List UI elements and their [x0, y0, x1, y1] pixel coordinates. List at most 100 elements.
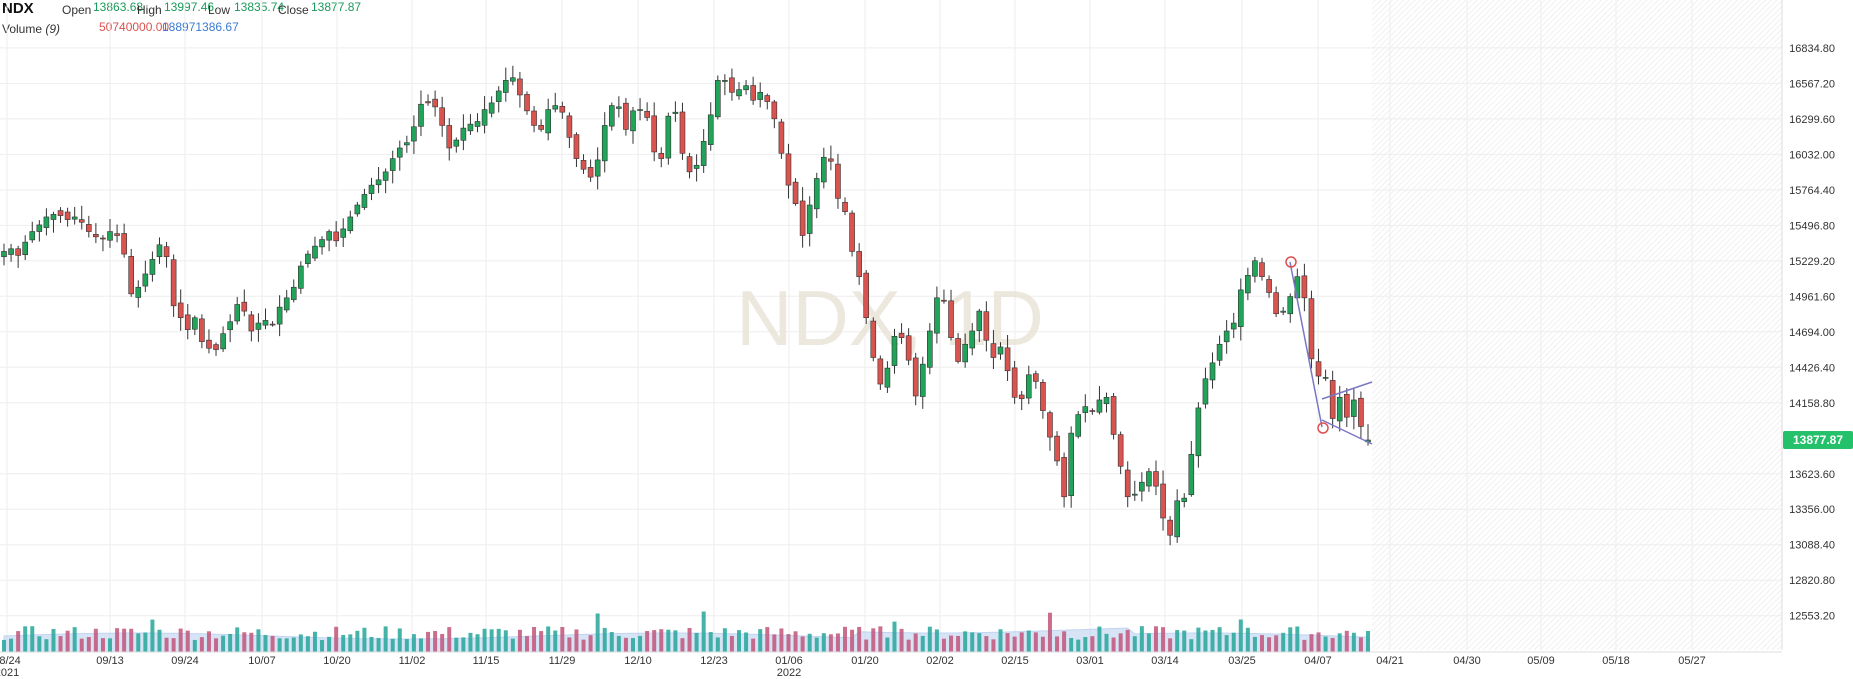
candle-body [199, 318, 205, 342]
candle-body [1287, 296, 1294, 315]
volume-bar [630, 638, 635, 652]
volume-bar [1259, 635, 1264, 652]
volume-bar [779, 628, 784, 652]
volume-bar [1005, 633, 1010, 652]
candle-body [361, 194, 368, 208]
volume-bar [708, 632, 713, 652]
volume-bar [206, 631, 211, 652]
volume-bar [560, 626, 565, 652]
close-value: 13877.87 [311, 0, 362, 14]
volume-bar [645, 631, 650, 652]
volume-label[interactable]: Volume (9) [2, 22, 61, 36]
volume-bar [751, 638, 756, 652]
candle-body [863, 272, 870, 319]
candle-body [997, 346, 1004, 355]
volume-bar [701, 611, 706, 652]
candle-body [1068, 432, 1074, 497]
volume-bar [899, 628, 904, 652]
candle-body [114, 233, 120, 236]
volume-bar [270, 635, 275, 652]
volume-bar [772, 634, 777, 652]
close-label: Close [278, 3, 309, 17]
candle-body [587, 167, 594, 178]
candle-body [93, 233, 99, 238]
volume-value: 50740000.00 [99, 20, 170, 34]
candle-body [368, 184, 375, 194]
volume-bar [1062, 631, 1067, 652]
candle-body [488, 102, 495, 114]
candle-body [608, 105, 615, 127]
candle-body [813, 178, 820, 210]
candle-body [729, 77, 735, 93]
volume-bar [793, 631, 798, 652]
candle-body [411, 126, 417, 142]
candle-body [1082, 406, 1089, 413]
volume-bar [136, 633, 141, 652]
volume-bar [86, 637, 91, 652]
candle-body [347, 216, 354, 232]
volume-bar [1224, 635, 1229, 652]
candle-body [269, 323, 276, 326]
candle-body [432, 98, 438, 108]
candle-body [1188, 454, 1195, 496]
candle-body [86, 224, 92, 232]
volume-bar [256, 629, 261, 652]
high-label: High [137, 3, 162, 17]
candle-body [877, 358, 884, 385]
volume-bar [228, 633, 233, 652]
volume-bar [214, 638, 219, 652]
volume-bar [920, 635, 925, 652]
candle-body [1245, 275, 1251, 294]
candle-body [128, 255, 135, 295]
x-tick-label: 09/13 [96, 655, 124, 667]
candle-body [601, 125, 608, 162]
x-tick-label: 08/24 [0, 655, 21, 667]
volume-bar [447, 627, 452, 652]
volume-bar [1111, 637, 1116, 652]
candle-body [495, 90, 502, 102]
candle-body [1047, 412, 1053, 438]
candle-body [948, 300, 954, 338]
volume-bar [934, 629, 939, 652]
x-tick-label: 03/01 [1076, 655, 1104, 667]
candle-body [446, 125, 453, 149]
volume-bar [871, 628, 876, 652]
volume-bar [1323, 636, 1328, 652]
candle-body [248, 314, 255, 332]
candle-body [552, 105, 559, 110]
volume-bar [553, 630, 558, 652]
candle-body [354, 204, 361, 215]
candle-body [206, 339, 212, 349]
volume-bar [1316, 632, 1321, 652]
volume-bar [157, 629, 162, 652]
volume-bar [687, 628, 692, 652]
volume-bar [638, 635, 643, 652]
volume-bar [72, 627, 77, 652]
volume-bar [1330, 637, 1335, 652]
volume-bar [850, 629, 855, 652]
x-tick-label: 12/10 [624, 655, 652, 667]
volume-bar [1182, 630, 1187, 652]
candle-body [312, 245, 318, 259]
volume-bar [1168, 638, 1173, 652]
candle-body [389, 158, 396, 171]
candle-body [177, 302, 184, 319]
candle-body [453, 139, 460, 147]
volume-bar [411, 634, 416, 652]
volume-bar [595, 613, 600, 652]
volume-bar [418, 638, 423, 652]
candle-body [736, 89, 742, 97]
symbol-label[interactable]: NDX [2, 0, 34, 17]
volume-bar [517, 629, 522, 652]
y-tick-label: 15229.20 [1789, 256, 1835, 268]
volume-bar [150, 619, 155, 652]
volume-bar [312, 631, 317, 652]
volume-bar [814, 637, 819, 652]
candle-body [1308, 298, 1315, 360]
volume-bar [722, 628, 727, 652]
candle-body [50, 213, 57, 220]
candle-body [672, 111, 679, 114]
candle-body [573, 134, 580, 159]
candle-body [969, 330, 976, 349]
